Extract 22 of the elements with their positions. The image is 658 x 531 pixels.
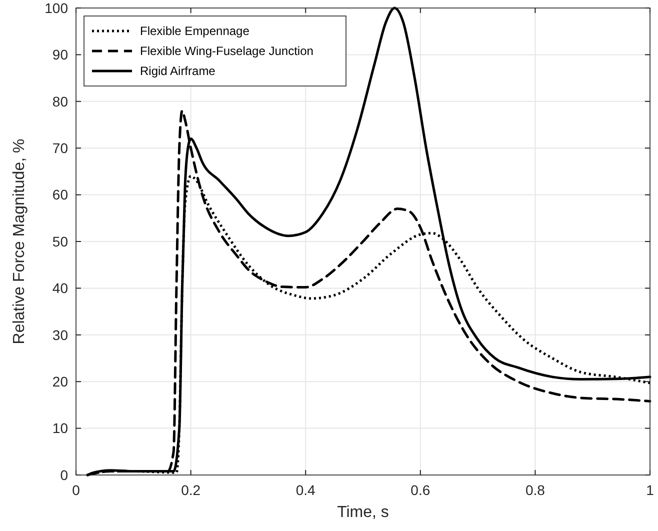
y-tick-label: 90	[52, 46, 68, 63]
legend-label: Flexible Wing-Fuselage Junction	[140, 44, 314, 58]
y-tick-label: 100	[44, 0, 68, 16]
y-tick-label: 80	[52, 93, 68, 110]
y-tick-label: 40	[52, 280, 68, 296]
y-tick-label: 50	[52, 233, 68, 250]
legend-label: Flexible Empennage	[140, 24, 250, 38]
x-axis-title: Time, s	[337, 504, 389, 521]
x-tick-label: 0.6	[410, 482, 430, 498]
y-tick-label: 60	[52, 186, 68, 203]
y-tick-label: 20	[52, 374, 68, 390]
x-tick-label: 0.2	[181, 482, 201, 498]
y-tick-label: 0	[60, 466, 68, 483]
x-tick-label: 0.8	[525, 482, 546, 498]
legend-label: Rigid Airframe	[140, 64, 216, 78]
x-tick-label: 0.4	[296, 482, 316, 498]
y-tick-label: 30	[52, 326, 68, 343]
y-axis-title: Relative Force Magnitude, %	[11, 138, 28, 344]
y-tick-label: 70	[52, 140, 68, 156]
x-tick-label: 1	[646, 482, 654, 498]
x-tick-label: 0	[72, 482, 80, 498]
y-tick-label: 10	[52, 420, 68, 436]
